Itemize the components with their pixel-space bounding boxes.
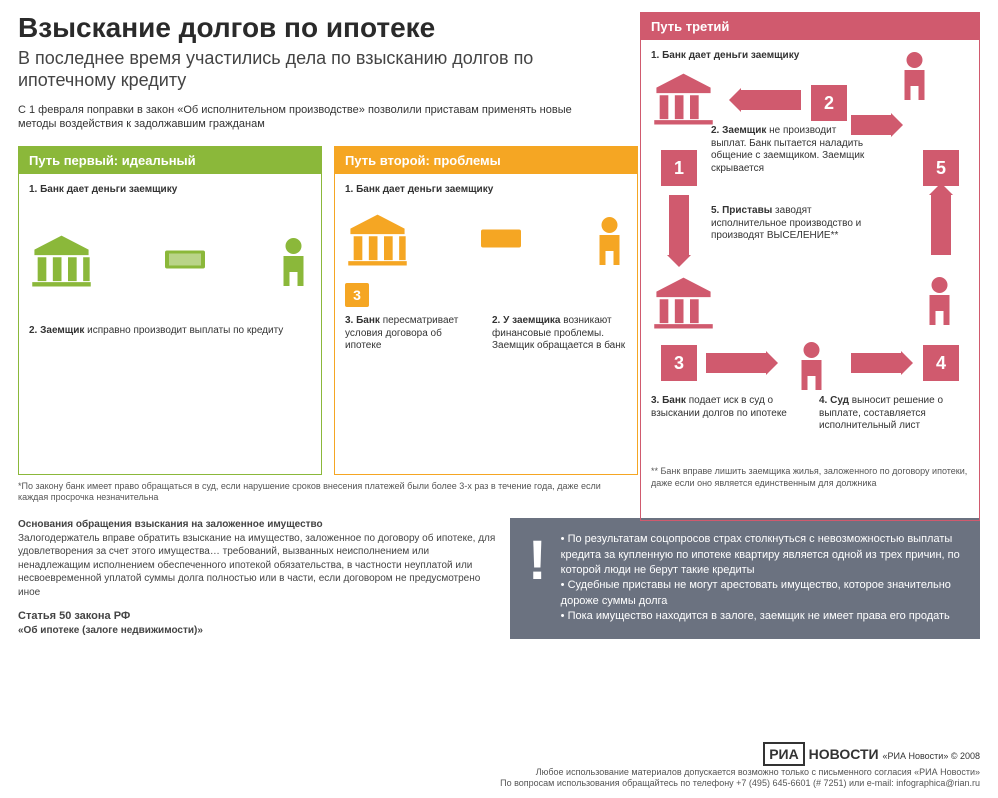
- path3-step2: 2. Заемщик не производит выплат. Банк пы…: [711, 125, 871, 183]
- arrow-2: 2: [490, 255, 512, 273]
- arrow: [931, 195, 951, 255]
- money-icon: [165, 248, 205, 273]
- badge-4: 4: [923, 345, 959, 381]
- exclamation-icon: !: [528, 532, 547, 588]
- bank-icon: [345, 212, 410, 267]
- intro-text: С 1 февраля поправки в закон «Об исполни…: [18, 103, 598, 132]
- footnote-2: ** Банк вправе лишить заемщика жилья, за…: [651, 466, 969, 489]
- footer: Любое использование материалов допускает…: [500, 767, 980, 790]
- copyright: «РИА Новости» © 2008: [883, 751, 980, 761]
- arrow-1: 1: [490, 206, 512, 224]
- law-article: Статья 50 закона РФ: [18, 609, 496, 624]
- money-icon: [481, 227, 521, 252]
- path1-step1: 1. Банк дает деньги заемщику: [29, 184, 311, 197]
- arrow: [851, 353, 901, 373]
- info-item-2: Судебные приставы не могут арестовать им…: [561, 578, 962, 609]
- arrow: [669, 195, 689, 255]
- footnote-1: *По закону банк имеет право обращаться в…: [18, 481, 618, 504]
- path-2-header: Путь второй: проблемы: [335, 147, 637, 174]
- path2-step1: 1. Банк дает деньги заемщику: [345, 184, 627, 197]
- path-2-panel: Путь второй: проблемы 1. Банк дает деньг…: [334, 146, 638, 475]
- bailiff-icon: [922, 275, 957, 325]
- path3-step4: 4. Суд выносит решение о выплате, состав…: [819, 395, 969, 441]
- arrow: [741, 90, 801, 110]
- path2-step2: 2. У заемщика возникают финансовые пробл…: [492, 315, 627, 353]
- badge-2: 2: [811, 85, 847, 121]
- arrow-1: 1: [174, 277, 196, 295]
- path1-step2: 2. Заемщик 2. Заемщик исправно производи…: [29, 325, 311, 338]
- path3-step3: 3. Банк подает иск в суд о взыскании дол…: [651, 395, 801, 428]
- path-1-panel: Путь первый: идеальный 1. Банк дает день…: [18, 146, 322, 475]
- badge-1: 1: [661, 150, 697, 186]
- path-1-header: Путь первый: идеальный: [19, 147, 321, 174]
- bank-icon: [29, 233, 94, 288]
- bank-icon: [651, 71, 716, 126]
- path-3-header: Путь третий: [641, 13, 979, 40]
- page-subtitle: В последнее время участились дела по взы…: [18, 48, 598, 91]
- bank-icon: [651, 275, 716, 330]
- legal-heading: Основания обращения взыскания на заложен…: [18, 518, 496, 532]
- info-box: ! По результатам соцопросов страх столкн…: [510, 518, 980, 638]
- badge-3: 3: [661, 345, 697, 381]
- borrower-icon: [592, 215, 627, 265]
- ria-logo: РИА РИА НОВОСТИНОВОСТИ «РИА Новости» © 2…: [763, 746, 980, 762]
- arrow: [706, 353, 766, 373]
- info-item-3: Пока имущество находится в залоге, заемщ…: [561, 609, 962, 624]
- law-name: «Об ипотеке (залоге недвижимости)»: [18, 624, 496, 638]
- path-3-panel: Путь третий 1. Банк дает деньги заемщику…: [640, 12, 980, 521]
- borrower-icon: [897, 50, 932, 100]
- info-item-1: По результатам соцопросов страх столкнут…: [561, 532, 962, 578]
- badge-3: 3: [345, 283, 369, 307]
- legal-body: Залогодержатель вправе обратить взыскани…: [18, 532, 496, 600]
- borrower-icon: [276, 236, 311, 286]
- court-icon: [794, 340, 829, 390]
- legal-block: Основания обращения взыскания на заложен…: [18, 518, 496, 637]
- path2-step3: 3. Банк пересматривает условия договора …: [345, 315, 480, 353]
- arrow-2: 2: [174, 226, 196, 244]
- path3-step5: 5. Приставы заводят исполнительное произ…: [711, 205, 871, 251]
